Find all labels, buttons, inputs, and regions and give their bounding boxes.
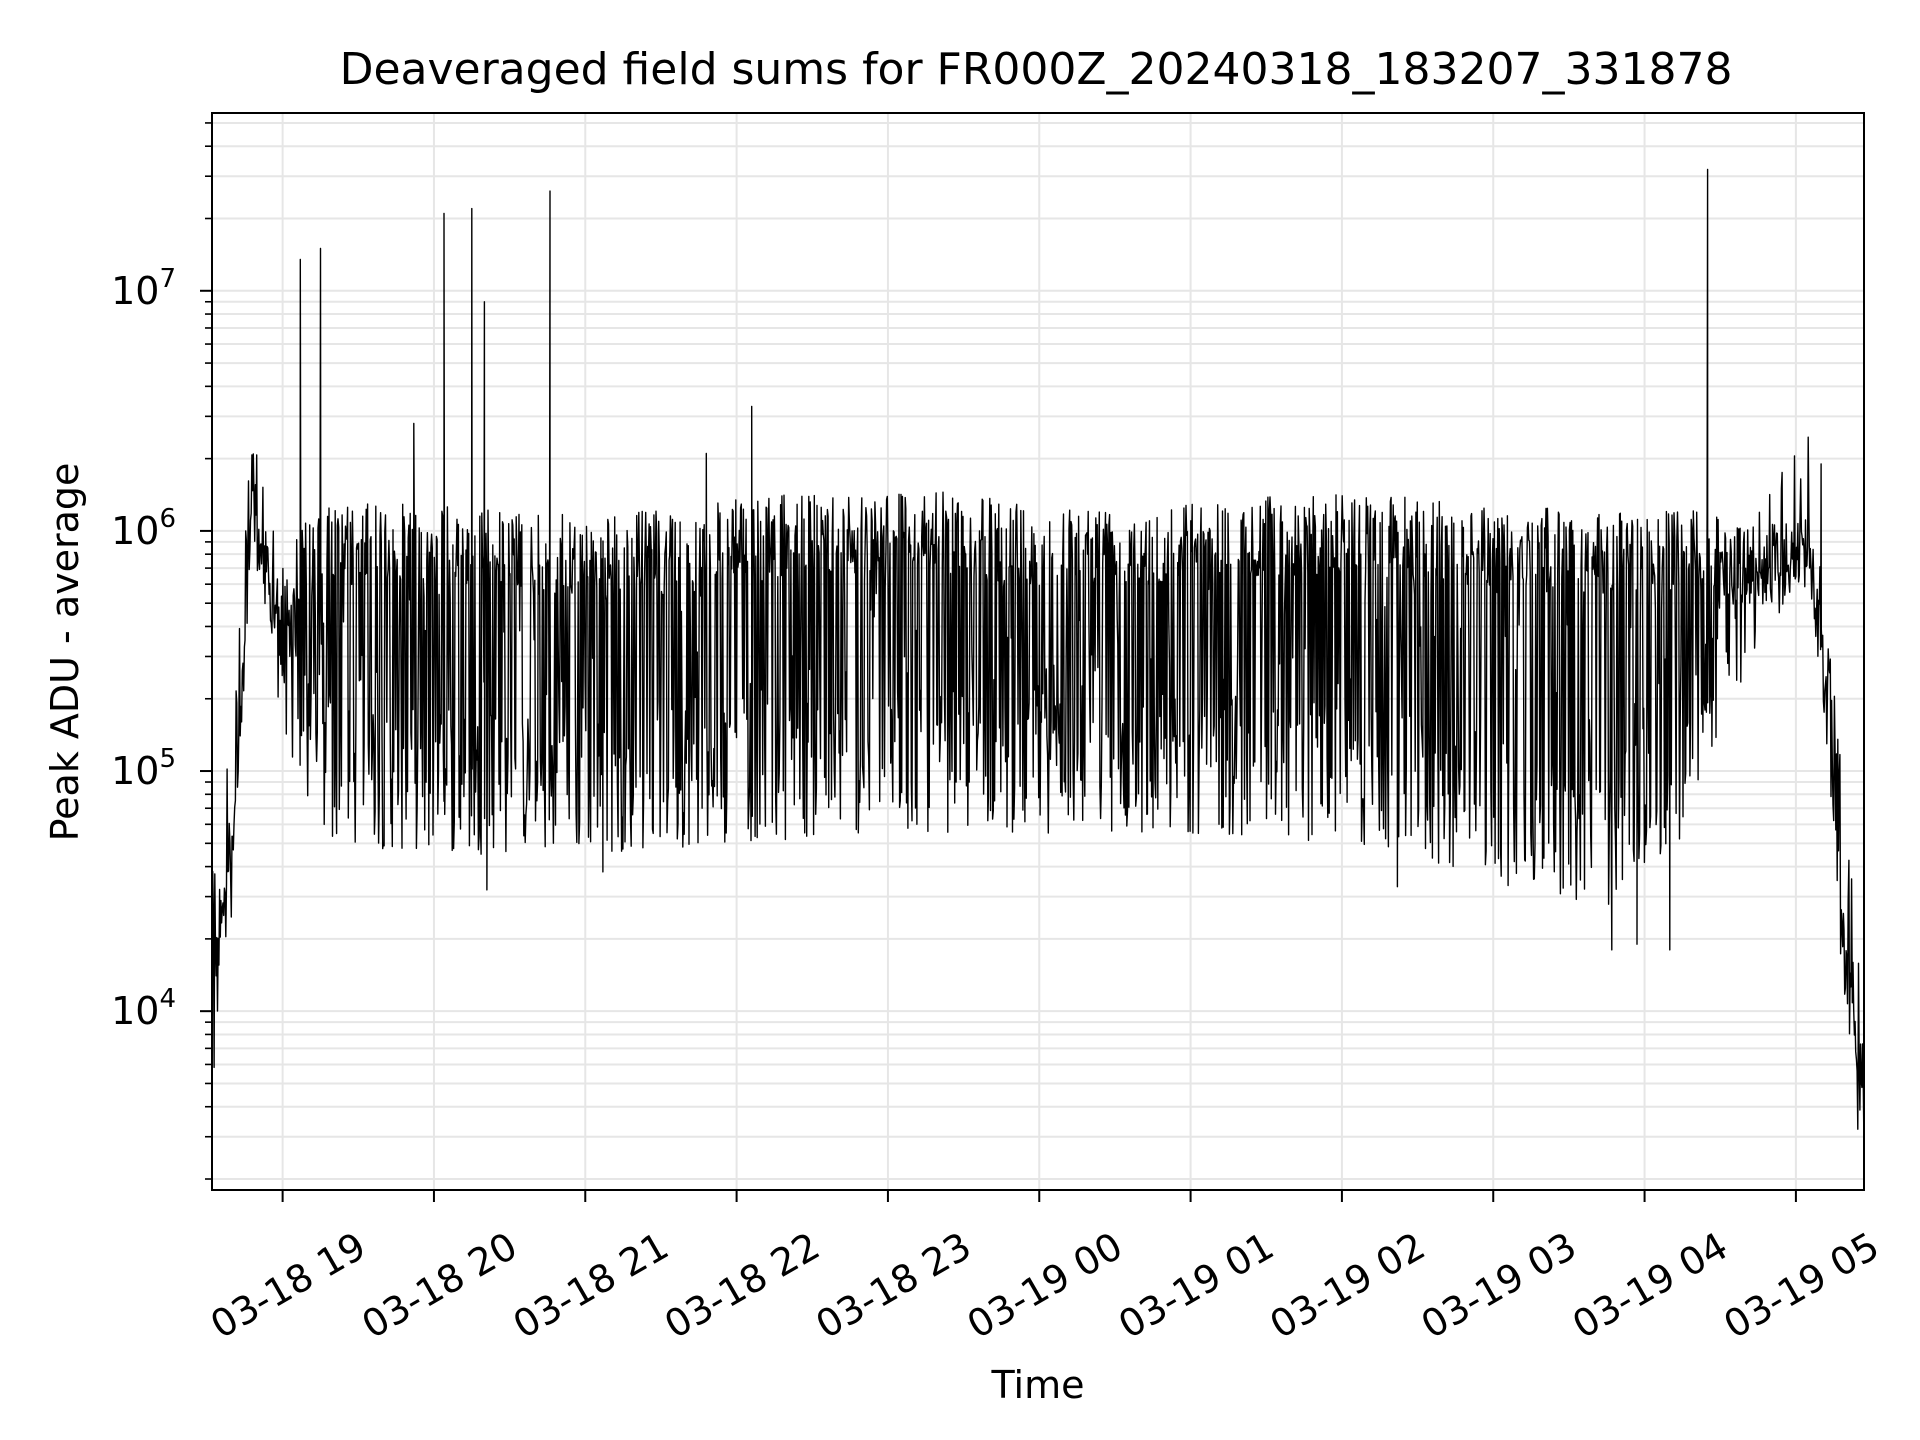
y-tick-label: 105 [111,744,176,793]
data-series [211,168,1865,1152]
y-axis-label: Peak ADU - average [43,463,87,842]
chart-title: Deaveraged field sums for FR000Z_2024031… [340,44,1733,95]
x-axis-label: Time [991,1363,1085,1407]
y-axis: 104 105 106 107 [111,122,212,1180]
series-line [211,168,1865,1152]
y-tick-label: 106 [111,504,176,553]
y-tick-label: 107 [111,264,176,313]
plot-frame [211,112,1865,1191]
y-tick-label: 104 [111,984,176,1033]
